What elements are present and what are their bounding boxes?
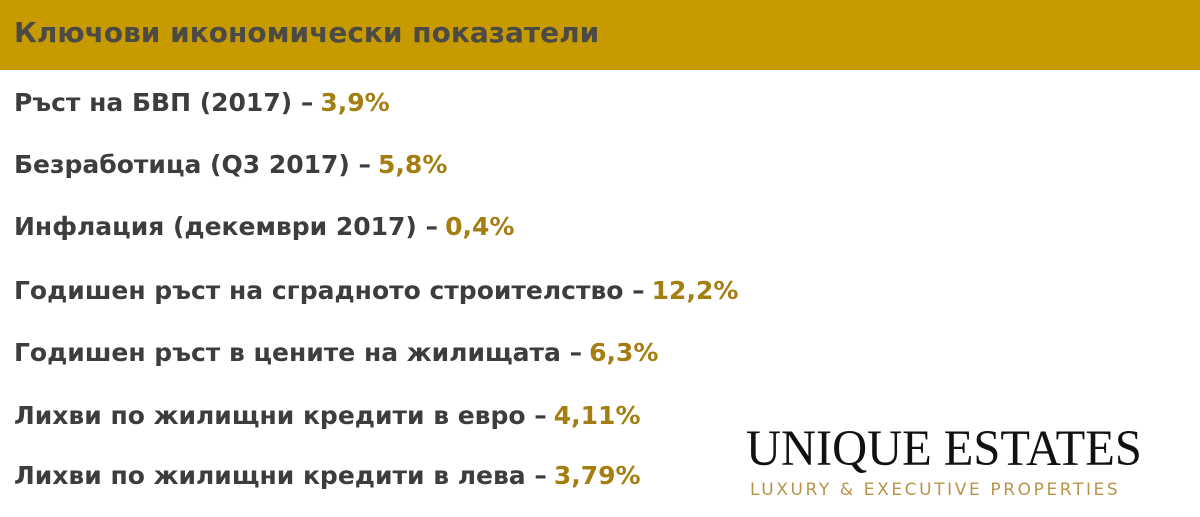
indicator-row: Лихви по жилищни кредити в лева –3,79%	[14, 461, 641, 490]
indicator-row: Годишен ръст на сградното строителство –…	[14, 276, 738, 305]
logo-tagline: LUXURY & EXECUTIVE PROPERTIES	[750, 480, 1121, 500]
indicator-value: 6,3%	[589, 338, 659, 367]
indicator-label: Годишен ръст на сградното строителство –	[14, 276, 645, 305]
indicator-row: Лихви по жилищни кредити в евро –4,11%	[14, 401, 641, 430]
indicator-value: 3,9%	[320, 88, 390, 117]
indicator-label: Инфлация (декември 2017) –	[14, 212, 439, 241]
indicator-label: Лихви по жилищни кредити в евро –	[14, 401, 547, 430]
indicator-row: Годишен ръст в цените на жилищата –6,3%	[14, 338, 658, 367]
indicator-row: Ръст на БВП (2017) –3,9%	[14, 88, 390, 117]
indicator-value: 12,2%	[651, 276, 739, 305]
indicator-label: Лихви по жилищни кредити в лева –	[14, 461, 547, 490]
indicator-value: 4,11%	[553, 401, 641, 430]
indicator-row: Безработица (Q3 2017) –5,8%	[14, 150, 447, 179]
header-bar: Ключови икономически показатели	[0, 0, 1200, 70]
logo-name: UNIQUE ESTATES	[746, 421, 1142, 477]
indicator-label: Ръст на БВП (2017) –	[14, 88, 314, 117]
indicator-value: 5,8%	[378, 150, 448, 179]
indicator-value: 3,79%	[553, 461, 641, 490]
header-title: Ключови икономически показатели	[14, 16, 600, 49]
indicator-label: Безработица (Q3 2017) –	[14, 150, 372, 179]
indicator-value: 0,4%	[445, 212, 515, 241]
indicator-row: Инфлация (декември 2017) –0,4%	[14, 212, 514, 241]
indicator-label: Годишен ръст в цените на жилищата –	[14, 338, 583, 367]
